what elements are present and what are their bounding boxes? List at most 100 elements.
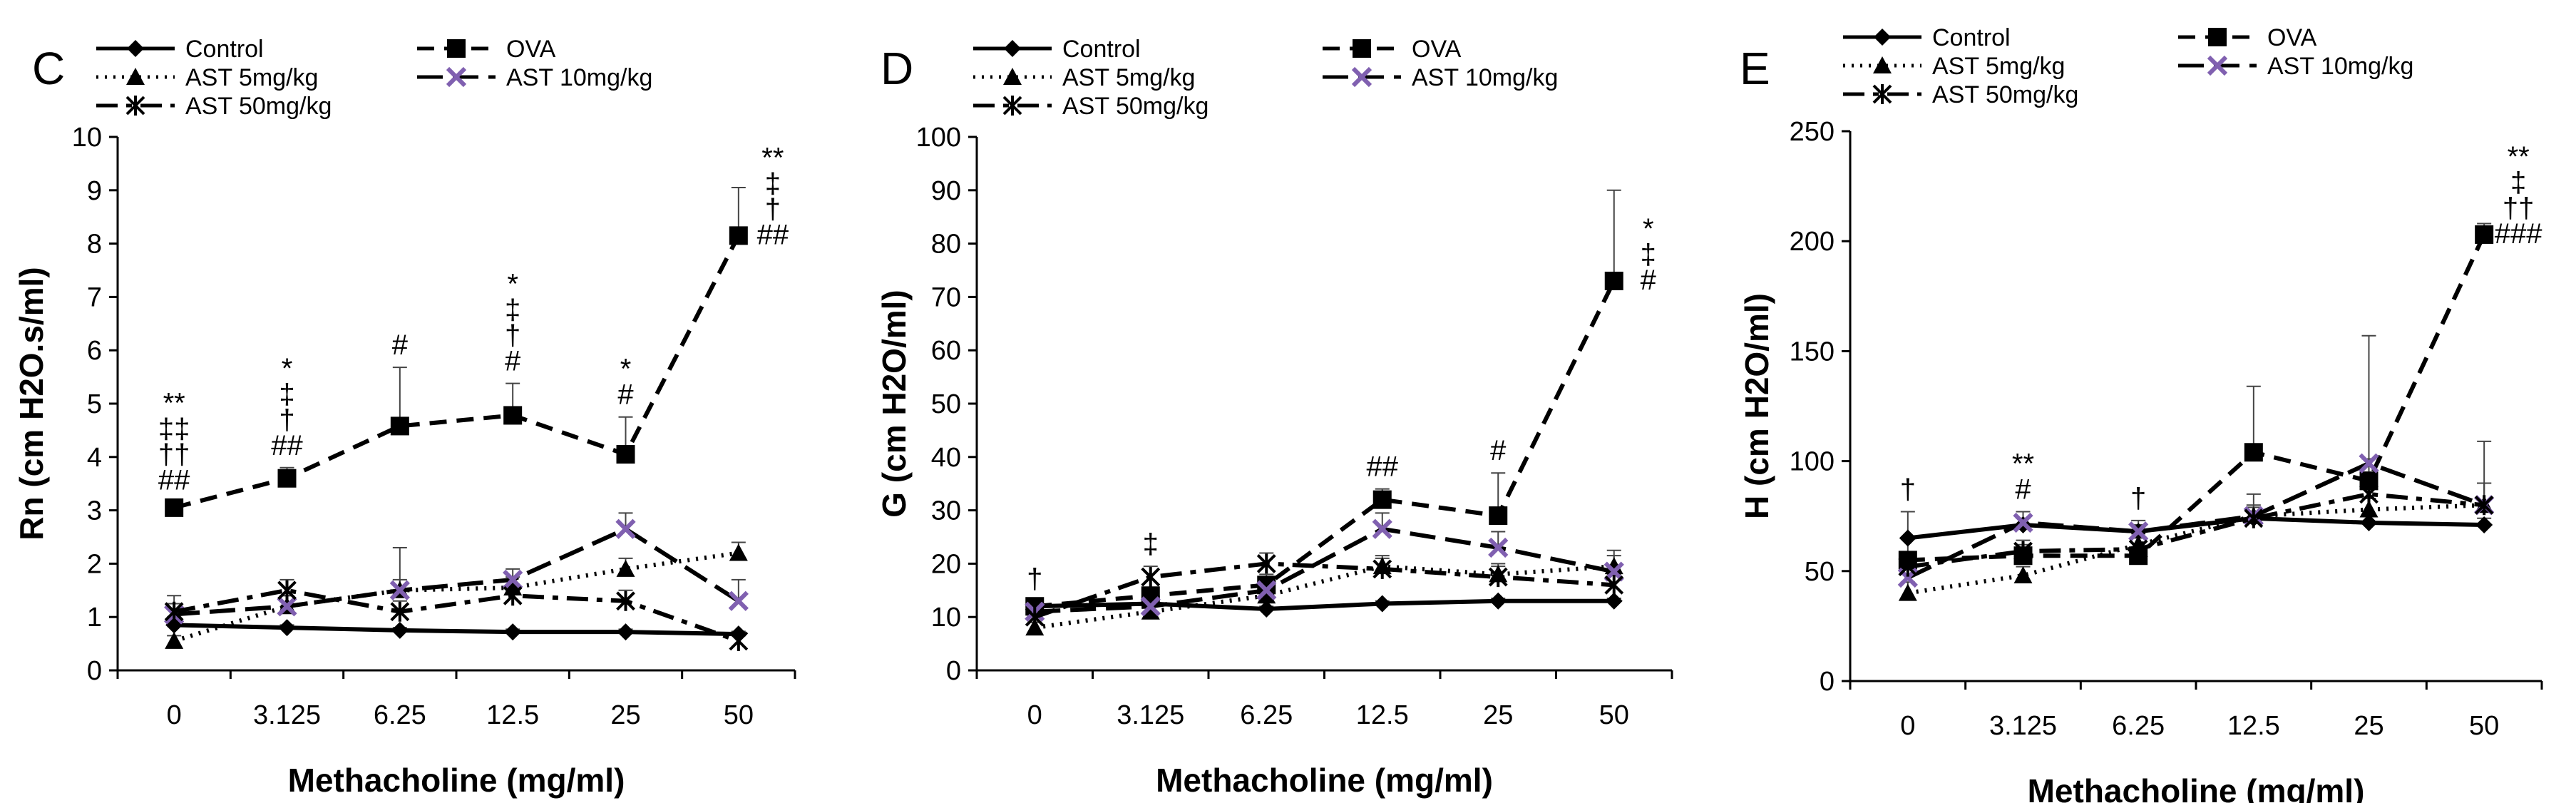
data-point <box>2475 516 2493 534</box>
significance-label: ** <box>163 387 185 419</box>
y-axis-title: H (cm H2O/ml) <box>1738 293 1775 519</box>
data-point <box>617 623 635 641</box>
legend-marker <box>2208 28 2227 46</box>
data-point <box>2013 541 2033 562</box>
series-ova <box>165 226 748 517</box>
data-point <box>503 569 523 590</box>
x-tick-label: 25 <box>1483 700 1513 730</box>
panel-e: E 0 50 100 150 200 250 0 3.125 6.25 12.5 25 50 Methac… <box>1738 24 2543 803</box>
data-point <box>278 619 296 637</box>
legend-label: OVA <box>1412 36 1462 63</box>
data-point <box>729 630 749 651</box>
data-point <box>1488 567 1508 588</box>
significance-label: † <box>2130 483 2146 514</box>
series-line <box>1907 491 2485 569</box>
data-point <box>1899 529 1916 547</box>
y-tick-label: 3 <box>87 496 102 526</box>
significance-label: * <box>620 354 632 385</box>
series-line <box>173 526 740 617</box>
y-tick-label: 150 <box>1790 337 1834 367</box>
significance-label: † <box>505 320 520 352</box>
significance-label: ** <box>2012 449 2034 480</box>
panel-label: D <box>881 43 913 94</box>
significance-label: * <box>507 269 518 300</box>
legend-marker <box>1874 29 1891 46</box>
y-tick-label: 8 <box>87 230 102 260</box>
data-point <box>277 580 297 600</box>
series-line <box>1034 561 1614 620</box>
data-point <box>2359 500 2379 518</box>
data-point <box>1256 553 1276 574</box>
y-tick-label: 50 <box>931 389 961 419</box>
significance-label: ## <box>271 430 303 461</box>
significance-label: ‡ <box>505 295 520 326</box>
significance-label: ‡ <box>2510 167 2526 198</box>
data-point <box>729 226 748 245</box>
legend-label: AST 50mg/kg <box>185 93 332 120</box>
significance-label: †† <box>158 439 190 470</box>
data-point <box>1372 558 1392 579</box>
significance-label: ** <box>761 142 784 173</box>
significance-label: † <box>279 404 294 436</box>
y-tick-label: 6 <box>87 336 102 366</box>
data-point <box>1489 506 1508 526</box>
data-point <box>2475 225 2494 244</box>
significance-label: * <box>1643 213 1654 245</box>
panel-d: D 0 10 20 30 40 50 60 70 80 90 100 0 3.125 6.25 12.5 25 5… <box>876 36 1673 799</box>
y-tick-label: 90 <box>931 176 961 206</box>
panel-c: C 0 1 2 3 4 5 6 7 8 9 10 0 3.125 6.25 12.5 25 50 Methachol… <box>13 36 796 799</box>
y-tick-label: 250 <box>1790 117 1834 147</box>
legend-marker <box>1873 56 1892 73</box>
series-line <box>1035 526 1615 614</box>
data-point <box>2474 495 2494 516</box>
y-tick-label: 10 <box>931 603 961 633</box>
y-tick-label: 2 <box>87 549 102 579</box>
data-point <box>2359 453 2379 474</box>
legend-marker <box>1004 40 1021 57</box>
data-point <box>390 601 410 622</box>
x-axis-title: Methacholine (mg/ml) <box>2028 772 2365 803</box>
significance-label: # <box>505 346 521 377</box>
series-line <box>1907 233 2486 563</box>
y-tick-label: 1 <box>87 603 102 633</box>
data-point <box>2360 513 2378 531</box>
legend-marker <box>1003 68 1022 85</box>
series-ast-5mg-kg <box>1025 557 1623 636</box>
y-tick-label: 5 <box>87 389 102 419</box>
data-point <box>1140 596 1161 617</box>
y-tick-label: 4 <box>87 443 102 473</box>
data-point <box>503 406 523 425</box>
significance-label: ** <box>2508 141 2530 173</box>
y-tick-label: 20 <box>931 549 961 579</box>
x-tick-label: 50 <box>724 700 754 730</box>
significance-label: ‡‡ <box>158 413 190 444</box>
x-tick-label: 6.25 <box>1240 700 1293 730</box>
y-axis-title: G (cm H2O/ml) <box>876 290 913 518</box>
y-axis-title: Rn (cm H2O.s/ml) <box>13 267 50 540</box>
legend-label: AST 50mg/kg <box>1062 93 1209 120</box>
significance-label: # <box>2015 474 2031 506</box>
legend-marker <box>2207 55 2228 76</box>
series-ast-50mg-kg <box>164 580 749 651</box>
data-point <box>616 590 635 611</box>
data-point <box>1257 586 1276 604</box>
legend-marker <box>447 39 466 58</box>
y-tick-label: 0 <box>946 656 961 686</box>
legend-label: AST 50mg/kg <box>1932 81 2078 108</box>
data-point <box>503 585 523 606</box>
series-ova <box>1898 225 2494 570</box>
x-tick-label: 50 <box>1599 700 1629 730</box>
series-ast-50mg-kg <box>1898 484 2494 577</box>
data-point <box>1141 567 1161 588</box>
legend-marker <box>127 40 144 57</box>
data-point <box>1372 518 1392 539</box>
y-tick-label: 70 <box>931 282 961 312</box>
data-point <box>2128 538 2148 559</box>
data-point <box>1372 490 1392 509</box>
x-tick-label: 0 <box>1027 700 1042 730</box>
series-ast-10mg-kg <box>164 518 749 625</box>
legend-label: Control <box>1062 36 1141 63</box>
y-tick-label: 40 <box>931 443 961 473</box>
x-tick-label: 12.5 <box>486 700 539 730</box>
